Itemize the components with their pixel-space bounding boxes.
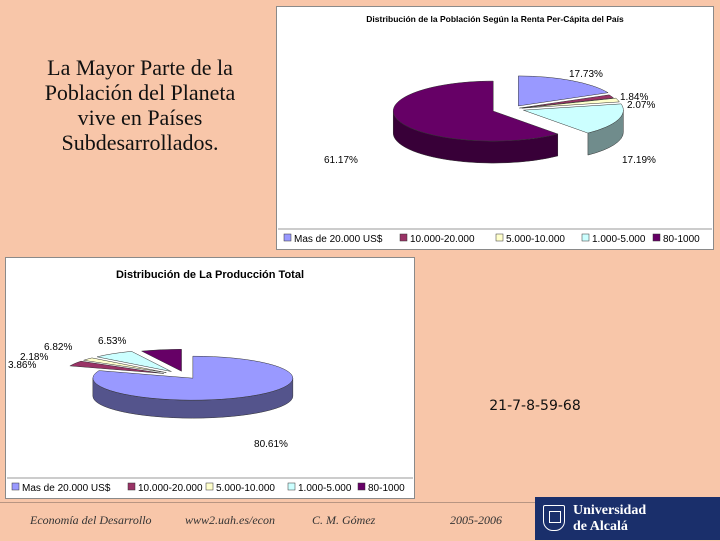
- logo-line-2: de Alcalá: [573, 519, 628, 534]
- slice-5: [140, 349, 182, 372]
- legend-entry-2: 10.000-20.000: [410, 234, 475, 245]
- legend-swatch-4: [287, 482, 296, 491]
- slice-3: [521, 97, 620, 109]
- legend-entry-5: 80-1000: [368, 483, 405, 494]
- slice-5: [392, 80, 559, 142]
- slice-3: [83, 357, 167, 373]
- population-chart-panel: Distribución de la Población Según la Re…: [276, 6, 714, 250]
- data-label-4: 6.82%: [44, 342, 72, 353]
- data-label-1: 17.73%: [569, 69, 603, 80]
- crest-icon: [543, 505, 565, 531]
- data-label-2: 1.84%: [620, 92, 648, 103]
- legend-entry-2: 10.000-20.000: [138, 483, 203, 494]
- legend-swatch-2: [399, 233, 408, 242]
- slice-2: [69, 360, 164, 374]
- data-label-5: 6.53%: [98, 336, 126, 347]
- data-label-2: 3.86%: [8, 360, 36, 371]
- footer-years: 2005-2006: [450, 513, 502, 527]
- population-pie-chart: Distribución de la Población Según la Re…: [278, 14, 712, 245]
- slice-4: [96, 351, 172, 372]
- data-label-4: 17.19%: [622, 155, 656, 166]
- chart-title: Distribución de la Población Según la Re…: [366, 14, 624, 24]
- legend-swatch-3: [205, 482, 214, 491]
- legend-swatch-5: [357, 482, 366, 491]
- series-code: 21-7-8-59-68: [489, 398, 581, 414]
- data-label-3: 2.07%: [627, 100, 655, 111]
- heading-line-1: La Mayor Parte de la: [47, 55, 233, 80]
- production-pie-chart: Distribución de La Producción Total 80.61…: [7, 269, 413, 494]
- footer-course: Economía del Desarrollo: [30, 513, 152, 527]
- logo-line-1: Universidad: [573, 503, 647, 518]
- legend-swatch-5: [652, 233, 661, 242]
- slice-1: [92, 355, 294, 401]
- data-label-5: 61.17%: [324, 155, 358, 166]
- chart-title: Distribución de La Producción Total: [116, 269, 304, 281]
- slide-footer: Economía del Desarrollo www2.uah.es/econ…: [0, 502, 720, 541]
- production-chart-panel: Distribución de La Producción Total 80.61…: [5, 257, 415, 499]
- slice-2: [519, 94, 615, 109]
- legend-swatch-2: [127, 482, 136, 491]
- slice-1: [518, 75, 609, 107]
- slide-heading: La Mayor Parte de la Población del Plane…: [20, 55, 260, 155]
- slice-4: [523, 103, 624, 134]
- legend-entry-1: Mas de 20.000 US$: [294, 234, 383, 245]
- legend-entry-3: 5.000-10.000: [506, 234, 565, 245]
- footer-author: C. M. Gómez: [312, 513, 376, 527]
- heading-line-2: Población del Planeta: [44, 80, 236, 105]
- legend-swatch-4: [581, 233, 590, 242]
- data-label-1: 80.61%: [254, 439, 288, 450]
- legend-entry-5: 80-1000: [663, 234, 700, 245]
- legend-entry-3: 5.000-10.000: [216, 483, 275, 494]
- legend-entry-4: 1.000-5.000: [592, 234, 646, 245]
- legend-swatch-3: [495, 233, 504, 242]
- data-label-3: 2.18%: [20, 352, 48, 363]
- heading-line-3: vive en Países: [77, 105, 203, 130]
- legend-entry-1: Mas de 20.000 US$: [22, 483, 111, 494]
- legend-entry-4: 1.000-5.000: [298, 483, 352, 494]
- heading-line-4: Subdesarrollados.: [61, 130, 219, 155]
- legend-swatch-1: [11, 482, 20, 491]
- footer-url: www2.uah.es/econ: [185, 513, 275, 527]
- legend-swatch-1: [283, 233, 292, 242]
- university-logo: Universidad de Alcalá: [535, 497, 720, 540]
